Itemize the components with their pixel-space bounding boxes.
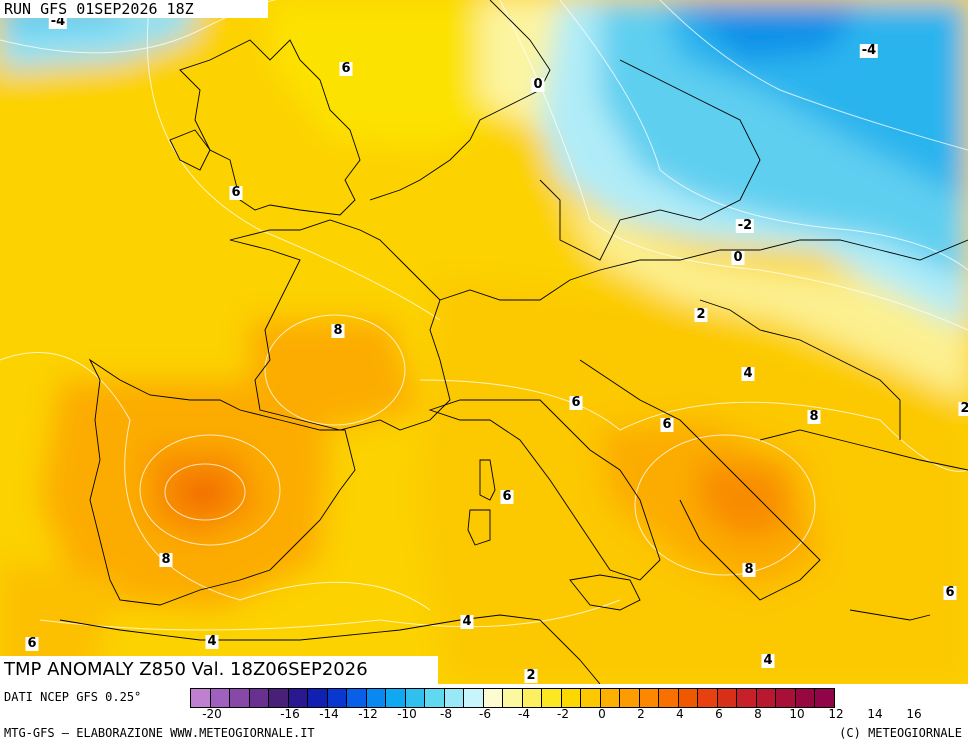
color-swatch [210,689,230,707]
color-swatch [620,689,640,707]
run-title: RUN GFS 01SEP2026 18Z [0,0,268,18]
contour-label: 6 [943,585,957,600]
contour-label: 0 [731,250,745,265]
contour-label: 4 [761,653,775,668]
scale-tick-label: -8 [440,707,452,721]
color-swatch [444,689,464,707]
scale-tick-label: -6 [479,707,491,721]
color-swatch [737,689,757,707]
color-swatch [717,689,737,707]
contour-label: 2 [958,402,968,416]
footer-copyright: (C) METEOGIORNALE [839,726,962,740]
color-swatch [230,689,250,707]
color-swatch [191,689,211,707]
color-swatch [483,689,503,707]
isotherm-lines [0,0,968,630]
scale-tick-label: -4 [518,707,530,721]
color-swatch [249,689,269,707]
coastlines-and-borders [59,0,968,684]
contour-label: 8 [807,409,821,424]
map-title: TMP ANOMALY Z850 Val. 18Z06SEP2026 [0,656,438,684]
data-source-label: DATI NCEP GFS 0.25° [4,690,142,704]
contour-label: 4 [205,634,219,649]
color-swatch [795,689,815,707]
color-swatch [600,689,620,707]
contour-label: 8 [159,552,173,567]
anomaly-field [0,0,968,684]
color-swatch [503,689,523,707]
temperature-anomaly-map [0,0,968,684]
contour-label: 6 [25,636,39,651]
scale-tick-label: 8 [754,707,762,721]
color-swatch [366,689,386,707]
color-swatch [386,689,406,707]
contour-label: 6 [660,417,674,432]
contour-label: 6 [229,185,243,200]
color-swatch [327,689,347,707]
color-swatch [522,689,542,707]
color-swatch [776,689,796,707]
contour-label: 4 [741,366,755,381]
contour-label: 2 [524,668,538,683]
scale-tick-label: -20 [202,707,222,721]
scale-tick-label: -16 [280,707,300,721]
scale-tick-label: -10 [397,707,417,721]
scale-tick-label: 6 [715,707,723,721]
scale-tick-label: 14 [867,707,883,721]
color-swatch [308,689,328,707]
color-scale-bar [190,688,835,708]
contour-label: 4 [460,614,474,629]
footer-credits: MTG-GFS – ELABORAZIONE WWW.METEOGIORNALE… [4,726,315,740]
contour-label: 2 [694,307,708,322]
contour-label: -2 [735,218,755,233]
scale-tick-label: 10 [789,707,805,721]
color-swatch [405,689,425,707]
scale-tick-label: 4 [676,707,684,721]
color-swatch [678,689,698,707]
color-swatch [347,689,367,707]
contour-label: 8 [331,323,345,338]
color-swatch [425,689,445,707]
scale-tick-label: 2 [637,707,645,721]
color-swatch [561,689,581,707]
contour-label: 6 [339,61,353,76]
color-scale-ticks: -20-16-14-12-10-8-6-4-2024681012141620 [190,707,968,723]
color-swatch [756,689,776,707]
contour-label: -4 [859,43,879,58]
color-swatch [659,689,679,707]
scale-tick-label: 12 [828,707,844,721]
scale-tick-label: -12 [358,707,378,721]
scale-tick-label: -2 [557,707,569,721]
color-swatch [698,689,718,707]
color-swatch [464,689,484,707]
contour-label: 6 [569,395,583,410]
scale-tick-label: -14 [319,707,339,721]
color-swatch [288,689,308,707]
contour-label: 6 [500,489,514,504]
color-swatch [815,689,835,707]
scale-tick-label: 16 [906,707,922,721]
color-swatch [639,689,659,707]
color-swatch [581,689,601,707]
contour-label: 8 [742,562,756,577]
color-swatch [269,689,289,707]
scale-tick-label: 0 [598,707,606,721]
contour-label: -4 [48,14,68,29]
color-swatch [542,689,562,707]
contour-label: 0 [531,77,545,92]
